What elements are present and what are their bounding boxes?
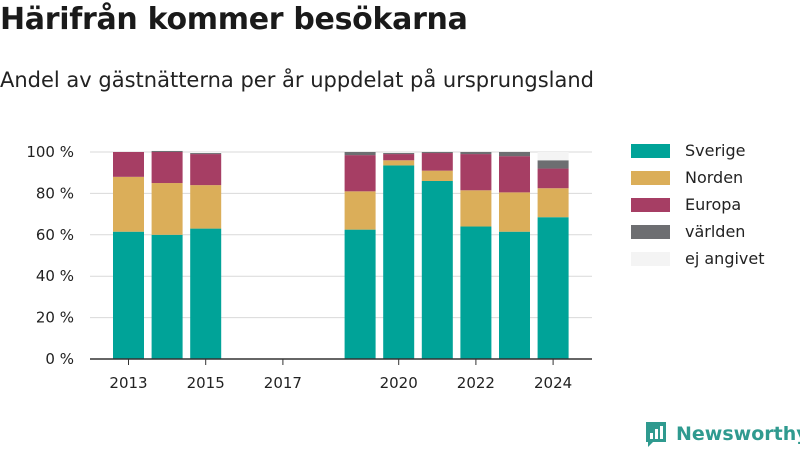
bar-segment[interactable]: [151, 152, 183, 184]
legend-item[interactable]: Sverige: [631, 137, 765, 164]
bar-segment[interactable]: [499, 152, 530, 157]
axes: 0 % 20 % 40 % 60 % 80 % 100 % 2013 2015 2017 2020…: [26, 143, 592, 392]
bar-segment[interactable]: [460, 154, 492, 191]
bar-segment[interactable]: [421, 152, 453, 154]
bar-segment[interactable]: [190, 154, 222, 186]
legend-item[interactable]: ej angivet: [631, 245, 765, 272]
bar-segment[interactable]: [151, 234, 183, 359]
x-tick-label: 2013: [109, 374, 147, 392]
bar-segment[interactable]: [113, 231, 144, 359]
bar-segment[interactable]: [151, 183, 183, 235]
bar-segment[interactable]: [190, 153, 222, 155]
legend-item[interactable]: Norden: [631, 164, 765, 191]
bar-segment[interactable]: [344, 191, 376, 230]
bar-segment[interactable]: [113, 152, 144, 177]
x-tick-label: 2020: [380, 374, 418, 392]
y-tick-label: 80 %: [36, 184, 74, 202]
bar-segment[interactable]: [190, 185, 222, 229]
bars: [113, 150, 569, 359]
bar-segment[interactable]: [460, 152, 492, 155]
legend-swatch: [631, 143, 670, 158]
y-tick-label: 40 %: [36, 267, 74, 285]
y-tick-label: 100 %: [26, 143, 74, 161]
legend-label: Sverige: [685, 141, 746, 160]
legend-swatch: [631, 197, 670, 212]
bar-segment[interactable]: [113, 176, 144, 232]
chart-title: Härifrån kommer besökarna: [0, 2, 468, 37]
legend-item[interactable]: världen: [631, 218, 765, 245]
brand-name: Newsworthy: [676, 423, 800, 445]
bar-segment[interactable]: [460, 190, 492, 227]
bar-segment[interactable]: [499, 231, 530, 359]
newsworthy-logo-icon: [646, 422, 666, 447]
x-tick-label: 2017: [264, 374, 302, 392]
chart-subtitle: Andel av gästnätterna per år uppdelat på…: [0, 68, 594, 92]
bar-segment[interactable]: [151, 150, 183, 152]
bar-segment[interactable]: [421, 153, 453, 171]
bar-segment[interactable]: [383, 154, 415, 161]
bar-segment[interactable]: [499, 192, 530, 232]
bar-segment[interactable]: [344, 155, 376, 192]
bar-segment[interactable]: [383, 165, 415, 359]
x-tick-label: 2022: [457, 374, 495, 392]
bar-segment[interactable]: [537, 217, 569, 359]
bar-segment[interactable]: [344, 152, 376, 156]
bar-segment[interactable]: [383, 160, 415, 166]
x-tick-label: 2015: [187, 374, 225, 392]
legend-label: ej angivet: [685, 249, 765, 268]
legend-swatch: [631, 251, 670, 266]
bar-segment[interactable]: [537, 152, 569, 161]
bar-segment[interactable]: [537, 168, 569, 189]
bar-segment[interactable]: [421, 180, 453, 359]
bar-segment[interactable]: [190, 152, 222, 154]
bar-segment[interactable]: [190, 228, 222, 359]
legend-label: världen: [685, 222, 746, 241]
bar-segment[interactable]: [537, 160, 569, 169]
x-tick-label: 2024: [534, 374, 572, 392]
legend-swatch: [631, 170, 670, 185]
bar-segment[interactable]: [344, 229, 376, 359]
legend-item[interactable]: Europa: [631, 191, 765, 218]
legend-swatch: [631, 224, 670, 239]
bar-segment[interactable]: [460, 226, 492, 359]
y-tick-label: 0 %: [45, 350, 74, 368]
legend-label: Norden: [685, 168, 744, 187]
brand-logo-block[interactable]: Newsworthy: [644, 420, 800, 448]
bar-segment[interactable]: [421, 170, 453, 181]
bar-segment[interactable]: [499, 156, 530, 193]
bar-segment[interactable]: [383, 153, 415, 155]
bar-segment[interactable]: [537, 188, 569, 218]
legend: Sverige Norden Europa världen ej angivet: [631, 137, 765, 272]
y-tick-label: 60 %: [36, 226, 74, 244]
legend-label: Europa: [685, 195, 742, 214]
y-tick-label: 20 %: [36, 309, 74, 327]
